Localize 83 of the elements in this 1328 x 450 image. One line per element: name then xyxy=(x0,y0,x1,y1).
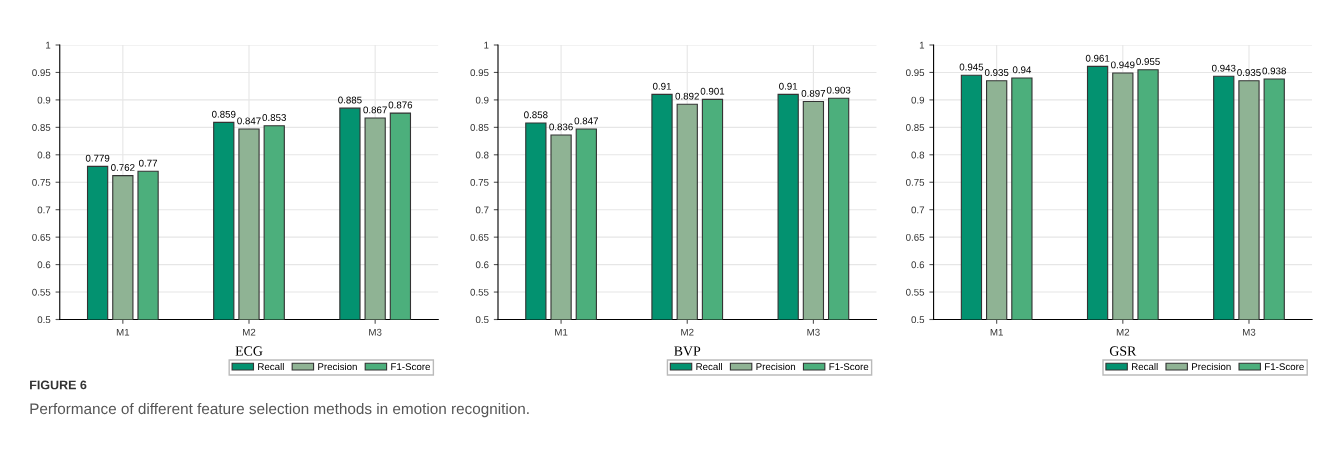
x-tick-label: M2 xyxy=(1116,328,1130,336)
data-label: 0.853 xyxy=(262,114,286,121)
y-tick-label: 0.55 xyxy=(906,288,925,296)
data-label: 0.901 xyxy=(700,87,725,95)
y-tick-label: 0.95 xyxy=(906,69,925,77)
data-label: 0.859 xyxy=(211,110,236,118)
data-label: 0.836 xyxy=(549,123,573,131)
y-tick-label: 0.6 xyxy=(37,261,51,269)
y-tick-label: 0.65 xyxy=(470,233,489,241)
data-label: 0.77 xyxy=(138,159,158,167)
y-tick-label: 0.85 xyxy=(32,124,51,131)
x-tick-label: M3 xyxy=(369,328,382,336)
legend-label: F1-Score xyxy=(391,363,431,371)
x-axis-title: ECG xyxy=(235,346,263,356)
y-tick-label: 0.8 xyxy=(911,151,925,159)
y-tick-label: 0.9 xyxy=(911,96,925,104)
y-tick-label: 0.6 xyxy=(475,261,489,269)
y-tick-label: 1 xyxy=(46,41,51,49)
data-label: 0.91 xyxy=(779,82,798,90)
y-tick-label: 0.8 xyxy=(475,151,489,159)
data-label: 0.892 xyxy=(675,92,699,100)
data-label: 0.94 xyxy=(1012,66,1032,74)
y-tick-label: 0.6 xyxy=(911,261,925,269)
data-label: 0.949 xyxy=(1111,61,1135,69)
legend-label: Recall xyxy=(1131,362,1158,371)
text: Performance of different feature selection methods in emotion recognition. xyxy=(30,402,529,418)
data-label: 0.858 xyxy=(524,111,548,119)
y-tick-label: 0.95 xyxy=(32,69,51,77)
caption: FIGURE 6 xyxy=(30,380,87,390)
y-tick-label: 0.5 xyxy=(37,316,51,324)
x-tick-label: M2 xyxy=(243,328,256,336)
data-label: 0.945 xyxy=(959,63,984,71)
x-tick-label: M3 xyxy=(807,328,820,336)
y-tick-label: 0.75 xyxy=(470,178,489,186)
y-tick-label: 0.65 xyxy=(32,233,51,241)
data-label: 0.885 xyxy=(338,96,362,104)
y-tick-label: 0.7 xyxy=(475,206,489,214)
x-tick-label: M2 xyxy=(681,328,694,336)
data-label: 0.935 xyxy=(984,69,1009,76)
data-label: 0.955 xyxy=(1136,58,1160,66)
y-tick-label: 0.85 xyxy=(906,124,925,131)
x-tick-label: M3 xyxy=(1243,328,1256,336)
y-tick-label: 1 xyxy=(919,41,925,49)
data-label: 0.938 xyxy=(1262,67,1286,75)
legend-label: Precision xyxy=(756,362,796,371)
y-tick-label: 0.5 xyxy=(475,316,489,324)
y-tick-label: 0.65 xyxy=(906,233,925,241)
y-tick-label: 1 xyxy=(484,41,489,49)
x-tick-label: M1 xyxy=(116,328,130,336)
y-tick-label: 0.7 xyxy=(911,206,925,214)
y-tick-label: 0.75 xyxy=(32,178,51,186)
y-tick-label: 0.7 xyxy=(37,206,51,214)
x-tick-label: M1 xyxy=(555,328,568,336)
data-label: 0.762 xyxy=(111,164,135,171)
legend-label: F1-Score xyxy=(829,363,869,371)
y-tick-label: 0.9 xyxy=(37,96,51,104)
data-label: 0.961 xyxy=(1085,54,1110,62)
data-label: 0.867 xyxy=(363,106,387,114)
y-tick-label: 0.85 xyxy=(470,124,489,131)
y-tick-label: 0.9 xyxy=(475,96,489,104)
data-label: 0.847 xyxy=(237,117,261,125)
legend-label: Precision xyxy=(318,362,357,371)
legend-label: Precision xyxy=(1192,362,1231,371)
data-label: 0.943 xyxy=(1211,64,1236,72)
y-tick-label: 0.8 xyxy=(37,151,51,159)
data-label: 0.847 xyxy=(574,117,598,125)
legend-label: F1-Score xyxy=(1265,363,1304,371)
legend-label: Recall xyxy=(696,362,722,371)
data-label: 0.779 xyxy=(85,154,110,162)
data-label: 0.903 xyxy=(826,86,851,94)
y-tick-label: 0.55 xyxy=(32,288,51,296)
data-label: 0.876 xyxy=(388,101,413,109)
y-tick-label: 0.5 xyxy=(911,316,925,324)
x-axis-title: BVP xyxy=(674,346,701,356)
data-label: 0.897 xyxy=(801,89,826,97)
legend-label: Recall xyxy=(258,362,284,371)
data-label: 0.91 xyxy=(652,82,671,90)
x-axis-title: GSR xyxy=(1109,346,1137,356)
y-tick-label: 0.55 xyxy=(470,288,489,296)
y-tick-label: 0.75 xyxy=(906,178,925,186)
y-tick-label: 0.95 xyxy=(470,69,489,77)
data-label: 0.935 xyxy=(1237,69,1261,76)
x-tick-label: M1 xyxy=(990,328,1003,336)
